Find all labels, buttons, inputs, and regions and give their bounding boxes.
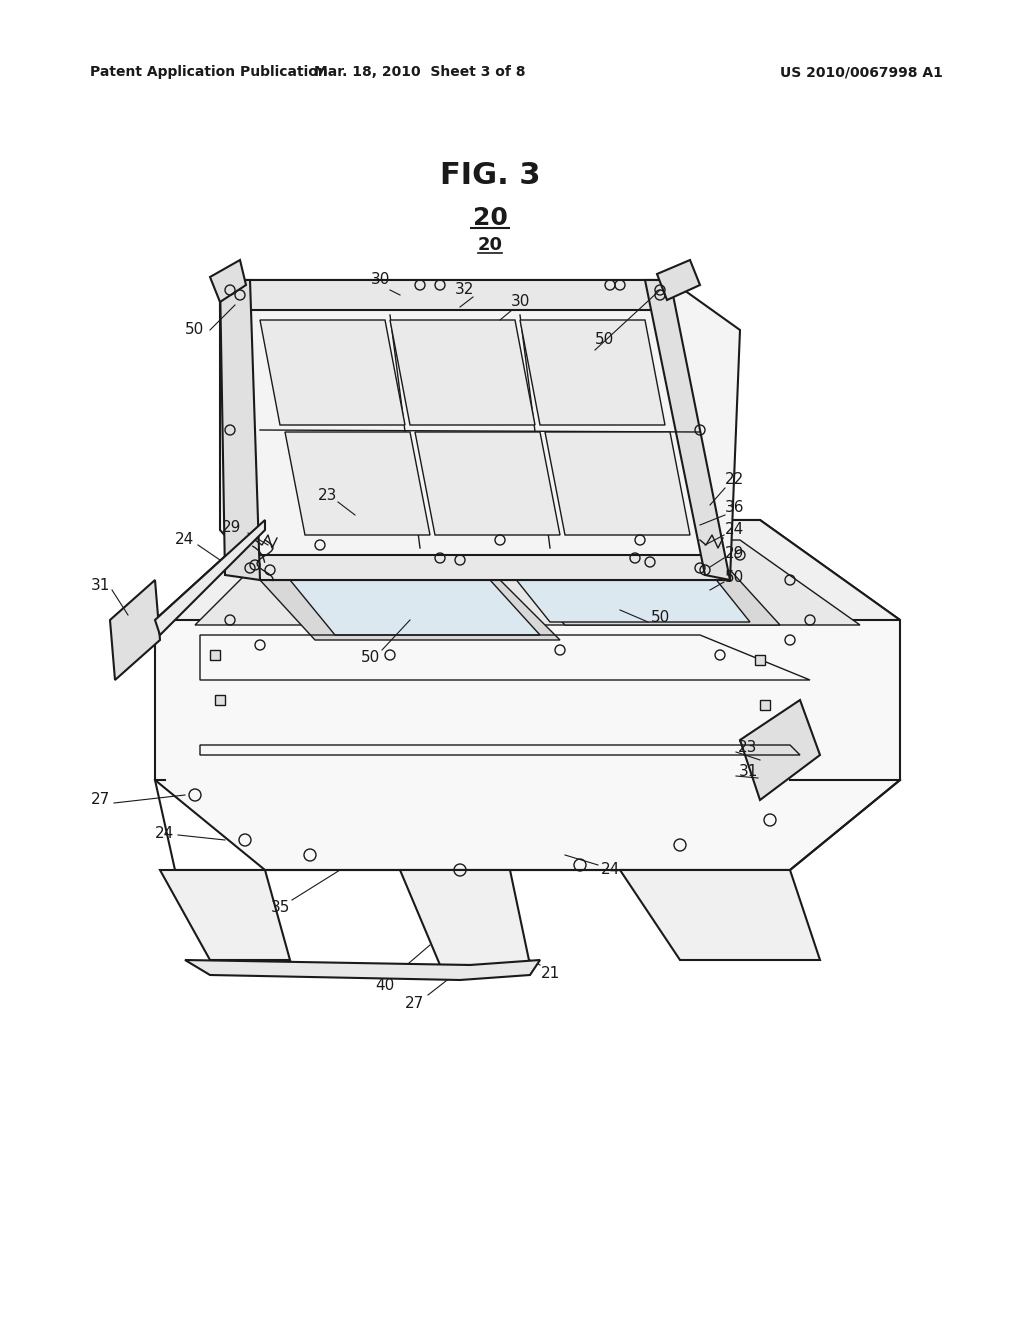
Text: 21: 21 xyxy=(541,965,560,981)
Text: US 2010/0067998 A1: US 2010/0067998 A1 xyxy=(780,65,943,79)
Text: 29: 29 xyxy=(725,545,744,561)
Bar xyxy=(210,649,220,660)
Text: 27: 27 xyxy=(406,995,425,1011)
Text: FIG. 3: FIG. 3 xyxy=(439,161,541,190)
Polygon shape xyxy=(155,520,265,635)
Polygon shape xyxy=(155,520,900,870)
Text: 29: 29 xyxy=(222,520,242,536)
Polygon shape xyxy=(245,554,730,579)
Polygon shape xyxy=(400,870,530,965)
Text: 50: 50 xyxy=(725,570,744,586)
Bar xyxy=(215,696,225,705)
Polygon shape xyxy=(415,432,560,535)
Polygon shape xyxy=(260,579,560,640)
Text: 24: 24 xyxy=(725,523,744,537)
Polygon shape xyxy=(220,280,740,579)
Text: Patent Application Publication: Patent Application Publication xyxy=(90,65,328,79)
Text: 27: 27 xyxy=(90,792,110,808)
Text: 50: 50 xyxy=(650,610,670,626)
Text: 50: 50 xyxy=(360,651,380,665)
Polygon shape xyxy=(740,700,820,800)
Text: 20: 20 xyxy=(477,236,503,253)
Text: 35: 35 xyxy=(270,900,290,916)
Text: 50: 50 xyxy=(595,333,614,347)
Text: 32: 32 xyxy=(456,282,475,297)
Text: 20: 20 xyxy=(472,206,508,230)
Polygon shape xyxy=(510,572,750,622)
Polygon shape xyxy=(657,260,700,300)
Polygon shape xyxy=(155,520,900,620)
Text: 23: 23 xyxy=(738,741,758,755)
Polygon shape xyxy=(390,319,535,425)
Text: 30: 30 xyxy=(371,272,390,288)
Polygon shape xyxy=(545,432,690,535)
Polygon shape xyxy=(620,870,820,960)
Text: 23: 23 xyxy=(318,487,338,503)
Text: 31: 31 xyxy=(90,578,110,593)
Text: 40: 40 xyxy=(376,978,394,993)
Polygon shape xyxy=(210,260,246,302)
Text: 24: 24 xyxy=(156,825,175,841)
Polygon shape xyxy=(520,319,665,425)
Text: 31: 31 xyxy=(738,764,758,780)
Text: 24: 24 xyxy=(600,862,620,878)
Text: 50: 50 xyxy=(185,322,205,338)
Bar xyxy=(755,655,765,665)
Polygon shape xyxy=(160,870,290,960)
Polygon shape xyxy=(220,280,670,310)
Text: 30: 30 xyxy=(510,294,529,309)
Polygon shape xyxy=(510,570,780,624)
Polygon shape xyxy=(290,579,540,635)
Polygon shape xyxy=(220,280,260,579)
Text: 36: 36 xyxy=(725,500,744,516)
Polygon shape xyxy=(195,540,860,624)
Text: 24: 24 xyxy=(175,532,195,548)
Polygon shape xyxy=(645,280,730,579)
Polygon shape xyxy=(185,960,540,979)
Bar xyxy=(760,700,770,710)
Text: 22: 22 xyxy=(725,473,744,487)
Text: Mar. 18, 2010  Sheet 3 of 8: Mar. 18, 2010 Sheet 3 of 8 xyxy=(314,65,525,79)
Polygon shape xyxy=(260,319,406,425)
Polygon shape xyxy=(110,579,160,680)
Polygon shape xyxy=(285,432,430,535)
